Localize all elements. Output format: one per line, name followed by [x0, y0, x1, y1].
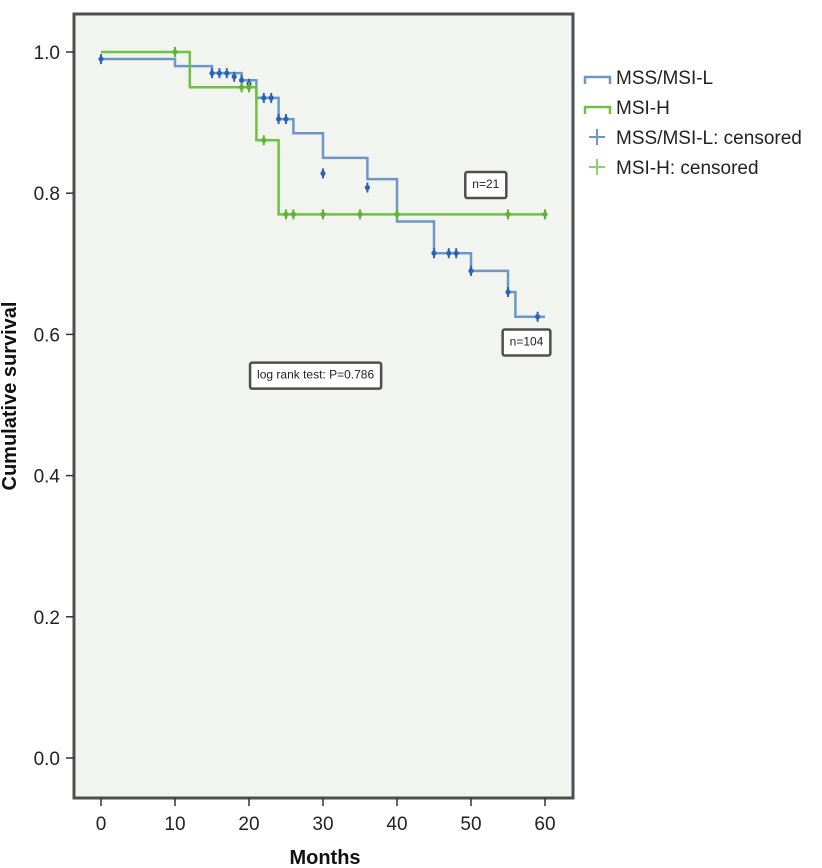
censor-mark-msi-h-9	[505, 209, 511, 220]
censor-mark-mss-msi-l-7	[261, 92, 267, 103]
censor-mark-mss-msi-l-18	[535, 311, 541, 322]
y-tick-label-3: 0.6	[34, 325, 60, 346]
censor-mark-mss-msi-l-14	[446, 248, 452, 259]
series-msi-h	[101, 47, 548, 220]
legend-swatch-3	[589, 159, 605, 175]
censor-mark-mss-msi-l-3	[224, 68, 230, 79]
legend-item-mss-msi-l: MSS/MSI-L	[583, 68, 713, 89]
x-tick-label-3: 30	[312, 814, 333, 835]
legend-item-mss-msi-l-censored: MSS/MSI-L: censored	[589, 128, 802, 149]
censor-mark-mss-msi-l-10	[283, 114, 289, 125]
censor-mark-mss-msi-l-9	[276, 114, 282, 125]
censor-mark-msi-h-8	[394, 209, 400, 220]
x-axis-title: Months	[289, 847, 360, 868]
legend-label-1: MSI-H	[616, 98, 670, 119]
x-tick-label-0: 0	[96, 814, 107, 835]
x-tick-label-5: 50	[460, 814, 481, 835]
annotation-text-2: log rank test: P=0.786	[257, 368, 374, 382]
annotation-box-1: n=104	[501, 328, 552, 357]
censor-mark-mss-msi-l-0	[98, 54, 104, 65]
legend-label-3: MSI-H: censored	[616, 158, 759, 179]
annotation-box-2: log rank test: P=0.786	[248, 361, 383, 390]
series-mss-msi-l	[98, 54, 548, 350]
censor-mark-msi-h-10	[542, 209, 548, 220]
y-tick-label-1: 0.2	[34, 608, 60, 629]
annotation-text-0: n=21	[472, 177, 499, 191]
censor-mark-msi-h-7	[357, 209, 363, 220]
series-layer	[98, 47, 548, 350]
censor-mark-mss-msi-l-12	[364, 182, 370, 193]
censor-mark-mss-msi-l-4	[231, 71, 237, 82]
legend-swatch-2	[589, 129, 605, 145]
censor-mark-mss-msi-l-1	[209, 68, 215, 79]
censor-mark-mss-msi-l-2	[216, 68, 222, 79]
censor-mark-mss-msi-l-16	[468, 265, 474, 276]
x-tick-label-6: 60	[534, 814, 555, 835]
censor-mark-mss-msi-l-8	[268, 92, 274, 103]
x-tick-label-4: 40	[386, 814, 407, 835]
y-axis: 0.0 0.2 0.4 0.6 0.8 1.0	[34, 43, 74, 770]
annotation-layer: n=21 n=104 log rank test: P=0.786	[248, 170, 552, 390]
legend-swatch-1	[583, 105, 612, 114]
legend-item-msi-h-censored: MSI-H: censored	[589, 158, 759, 179]
annotation-text-1: n=104	[510, 334, 544, 348]
censor-mark-msi-h-4	[283, 209, 289, 220]
series-line-msi-h	[101, 50, 545, 216]
censor-mark-mss-msi-l-15	[453, 248, 459, 259]
censor-mark-msi-h-3	[261, 135, 267, 146]
y-tick-label-4: 0.8	[34, 184, 60, 205]
censor-mark-msi-h-5	[290, 209, 296, 220]
y-tick-label-5: 1.0	[34, 43, 60, 64]
censor-mark-msi-h-1	[239, 82, 245, 93]
x-tick-label-1: 10	[164, 814, 185, 835]
censor-mark-msi-h-2	[246, 82, 252, 93]
y-tick-label-2: 0.4	[34, 467, 61, 488]
x-tick-label-2: 20	[238, 814, 259, 835]
legend-label-0: MSS/MSI-L	[616, 68, 713, 89]
censor-mark-msi-h-0	[172, 47, 178, 57]
censor-mark-mss-msi-l-13	[431, 248, 437, 259]
censor-mark-mss-msi-l-11	[320, 168, 326, 179]
legend-swatch-0	[583, 75, 612, 84]
legend-item-msi-h: MSI-H	[583, 98, 670, 119]
annotation-box-0: n=21	[464, 170, 508, 200]
legend-label-2: MSS/MSI-L: censored	[616, 128, 802, 149]
censor-mark-msi-h-6	[320, 209, 326, 220]
plot-area	[72, 12, 575, 800]
legend: MSS/MSI-L MSI-H MSS/MSI-L: censored MSI-H: …	[583, 68, 802, 179]
y-axis-title: Cumulative survival	[0, 302, 21, 491]
censor-mark-mss-msi-l-17	[505, 287, 511, 298]
x-axis: 0 10 20 30 40 50 60	[96, 798, 556, 835]
y-tick-label-0: 0.0	[34, 749, 60, 770]
